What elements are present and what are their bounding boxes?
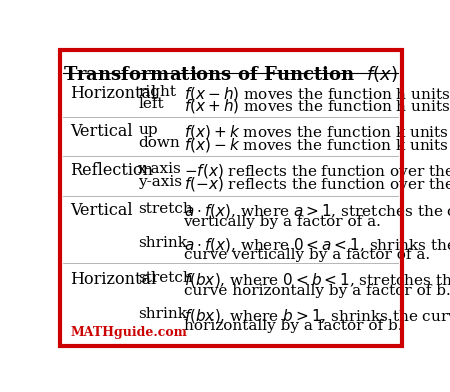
Text: stretch: stretch xyxy=(138,203,193,216)
Text: $f(-x)$ reflects the function over the y-axis.: $f(-x)$ reflects the function over the y… xyxy=(184,175,450,194)
Text: up: up xyxy=(138,123,158,137)
Text: horizontally by a factor of b.: horizontally by a factor of b. xyxy=(184,319,402,333)
Text: Transformations of Function  $f(x)$: Transformations of Function $f(x)$ xyxy=(63,64,398,83)
Text: Vertical: Vertical xyxy=(70,123,133,140)
Text: right: right xyxy=(138,85,176,99)
Text: x-axis: x-axis xyxy=(138,162,182,176)
Text: shrink: shrink xyxy=(138,236,187,250)
Text: curve vertically by a factor of a.: curve vertically by a factor of a. xyxy=(184,249,430,262)
Text: $f(x)+k$ moves the function k units up.: $f(x)+k$ moves the function k units up. xyxy=(184,123,450,142)
Text: stretch: stretch xyxy=(138,271,193,285)
Text: vertically by a factor of a.: vertically by a factor of a. xyxy=(184,215,382,229)
Text: Horizontal: Horizontal xyxy=(70,271,157,288)
Text: $f(bx)$, where $0 < b < 1$, stretches the: $f(bx)$, where $0 < b < 1$, stretches th… xyxy=(184,271,450,289)
Text: $f(bx)$, where $b > 1$, shrinks the curve: $f(bx)$, where $b > 1$, shrinks the curv… xyxy=(184,307,450,325)
Text: curve horizontally by a factor of b.: curve horizontally by a factor of b. xyxy=(184,284,450,298)
Text: y-axis: y-axis xyxy=(138,175,182,189)
Text: $f(x-h)$ moves the function h units right.: $f(x-h)$ moves the function h units righ… xyxy=(184,85,450,104)
Text: down: down xyxy=(138,136,180,150)
Text: $f(x)-k$ moves the function k units down.: $f(x)-k$ moves the function k units down… xyxy=(184,136,450,154)
Text: $a \cdot f(x)$, where $a > 1$, stretches the curve: $a \cdot f(x)$, where $a > 1$, stretches… xyxy=(184,203,450,220)
Text: $-f(x)$ reflects the function over the x-axis.: $-f(x)$ reflects the function over the x… xyxy=(184,162,450,180)
Text: left: left xyxy=(138,98,164,111)
Text: $a \cdot f(x)$, where $0 < a < 1$, shrinks the: $a \cdot f(x)$, where $0 < a < 1$, shrin… xyxy=(184,236,450,254)
Text: shrink: shrink xyxy=(138,307,187,321)
Text: $f(x+h)$ moves the function h units left.: $f(x+h)$ moves the function h units left… xyxy=(184,98,450,116)
Text: MATHguide.com: MATHguide.com xyxy=(70,326,187,339)
Text: Reflection: Reflection xyxy=(70,162,153,180)
Text: Vertical: Vertical xyxy=(70,203,133,220)
Text: Horizontal: Horizontal xyxy=(70,85,157,102)
